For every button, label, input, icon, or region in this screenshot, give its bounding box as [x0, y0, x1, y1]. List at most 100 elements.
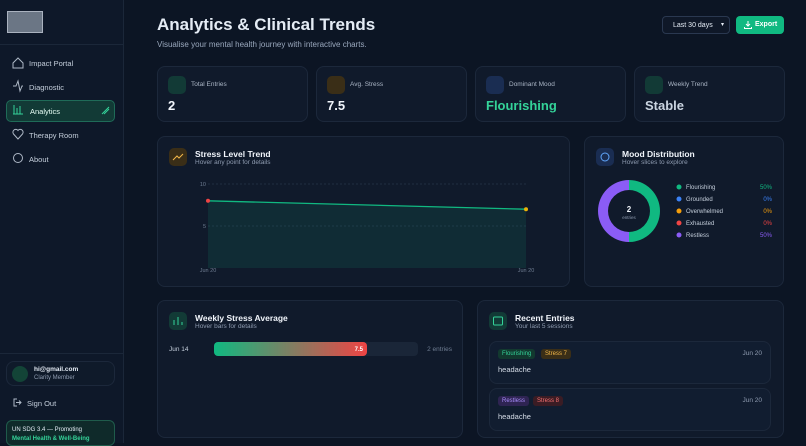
icon-box: [486, 76, 504, 94]
legend-value: 50%: [760, 185, 773, 191]
sign-out[interactable]: Sign Out: [27, 399, 57, 408]
legend-value: 0%: [763, 221, 772, 227]
stat-label: Total Entries: [191, 81, 227, 88]
icon: [172, 153, 184, 161]
nav-icons: [12, 57, 24, 163]
nav-item[interactable]: Therapy Room: [29, 130, 79, 140]
entry-note: headache: [498, 412, 531, 421]
area: [208, 200, 526, 268]
bar-category: Jun 14: [169, 346, 189, 353]
stress-chart: 5 10 Jun 20 Jun 20: [200, 182, 535, 274]
page-title: Analytics & Clinical Trends: [157, 15, 376, 34]
mood-tag: Flourishing: [498, 349, 536, 359]
card-title: Stress Level Trend: [195, 149, 271, 159]
export-button[interactable]: Export: [736, 16, 784, 34]
legend-label: Exhausted: [686, 221, 714, 227]
stat-card: Dominant Mood Flourishing: [475, 66, 626, 122]
x-tick-label: Jun 20: [200, 268, 217, 274]
active-icon: [101, 106, 110, 115]
entry: Restless Stress 8 Jun 20 headache: [489, 388, 771, 431]
icon-box: [168, 76, 186, 94]
center-value: 2: [627, 205, 632, 214]
legend-label: Flourishing: [686, 185, 715, 191]
nav-item[interactable]: Analytics: [6, 100, 115, 122]
icon: [600, 152, 610, 162]
legend-label: Grounded: [686, 197, 713, 203]
x-tick-label: Jun 20: [518, 268, 535, 274]
mood-card: Mood Distribution Hover slices to explor…: [584, 136, 784, 287]
legend-label: Overwhelmed: [686, 209, 723, 215]
nav-item[interactable]: Diagnostic: [29, 82, 65, 92]
page-subtitle: Visualise your mental health journey wit…: [157, 40, 367, 49]
slice: [629, 180, 660, 242]
icon-box: [169, 148, 187, 166]
legend-dot: [676, 220, 682, 226]
sidebar: Impact Portal Diagnostic Analytics Thera…: [0, 0, 124, 446]
mood-tag: Restless: [498, 396, 530, 406]
card-title: Weekly Stress Average: [195, 313, 288, 323]
card-subtitle: Hover slices to explore: [622, 159, 688, 166]
card-title: Recent Entries: [515, 313, 575, 323]
sdg-line: UN SDG 3.4 — Promoting: [12, 427, 83, 433]
bar-value: 7.5: [355, 347, 364, 353]
card-subtitle: Hover bars for details: [195, 323, 257, 330]
nav-item[interactable]: About: [29, 154, 49, 164]
legend-label: Restless: [686, 233, 709, 239]
stat-label: Avg. Stress: [350, 81, 384, 88]
bar-note: 2 entries: [427, 346, 453, 353]
stat-card: Avg. Stress 7.5: [316, 66, 467, 122]
point: [524, 207, 528, 212]
user-card[interactable]: hi@gmail.com Clarity Member: [6, 361, 115, 386]
stress-card: Stress Level Trend Hover any point for d…: [157, 136, 570, 287]
stat-value: 2: [168, 98, 176, 113]
legend-value: 0%: [763, 197, 772, 203]
stress-tag: Stress 7: [541, 349, 572, 359]
legend-dot: [676, 208, 682, 214]
legend-dot: [676, 184, 682, 190]
weekly-chart: Jun 14 7.5 2 entries: [169, 342, 453, 356]
entry-date: Jun 20: [742, 350, 762, 357]
y-tick-label: 5: [203, 224, 206, 230]
card-subtitle: Your last 5 sessions: [515, 323, 573, 330]
icon-box: [645, 76, 663, 94]
y-tick-label: 10: [200, 182, 206, 188]
stat-label: Weekly Trend: [668, 81, 708, 88]
stat-value: Flourishing: [486, 98, 557, 113]
logo: [7, 11, 43, 33]
center-label: entries: [622, 215, 636, 220]
point: [206, 198, 210, 203]
mood-chart: Flourishing 50% Grounded 0% Overwhelmed 0% Exh…: [598, 180, 773, 242]
export-text: Export: [755, 21, 778, 28]
icon: [493, 316, 503, 326]
legend-dot: [676, 232, 682, 238]
icon: [173, 317, 183, 325]
user-role: Clarity Member: [34, 375, 75, 381]
divider: [0, 353, 124, 354]
sdg-banner: UN SDG 3.4 — Promoting Mental Health & W…: [6, 420, 115, 446]
stress-tag: Stress 8: [533, 396, 564, 406]
avatar: [12, 366, 28, 382]
bar: [214, 342, 367, 356]
entry: Flourishing Stress 7 Jun 20 headache: [489, 341, 771, 384]
nav-item[interactable]: Impact Portal: [29, 58, 74, 68]
stat-label: Dominant Mood: [509, 81, 555, 88]
stat-value: 7.5: [327, 98, 346, 113]
weekly-card: Weekly Stress Average Hover bars for det…: [157, 300, 463, 438]
export-icon: [744, 21, 752, 29]
range-select[interactable]: Last 30 days ▾: [662, 16, 730, 34]
slice: [598, 180, 629, 242]
sdg-line: Mental Health & Well-Being: [12, 436, 90, 442]
icon-box: [596, 148, 614, 166]
icon-box: [489, 312, 507, 330]
caret: ▾: [720, 22, 724, 28]
divider: [0, 44, 124, 45]
card-subtitle: Hover any point for details: [195, 159, 271, 166]
legend-value: 0%: [763, 209, 772, 215]
icon-box: [169, 312, 187, 330]
entry-note: headache: [498, 365, 531, 374]
stat-card: Total Entries 2: [157, 66, 308, 122]
stat-value: Stable: [645, 98, 685, 113]
sign-out-icon: [13, 398, 22, 407]
